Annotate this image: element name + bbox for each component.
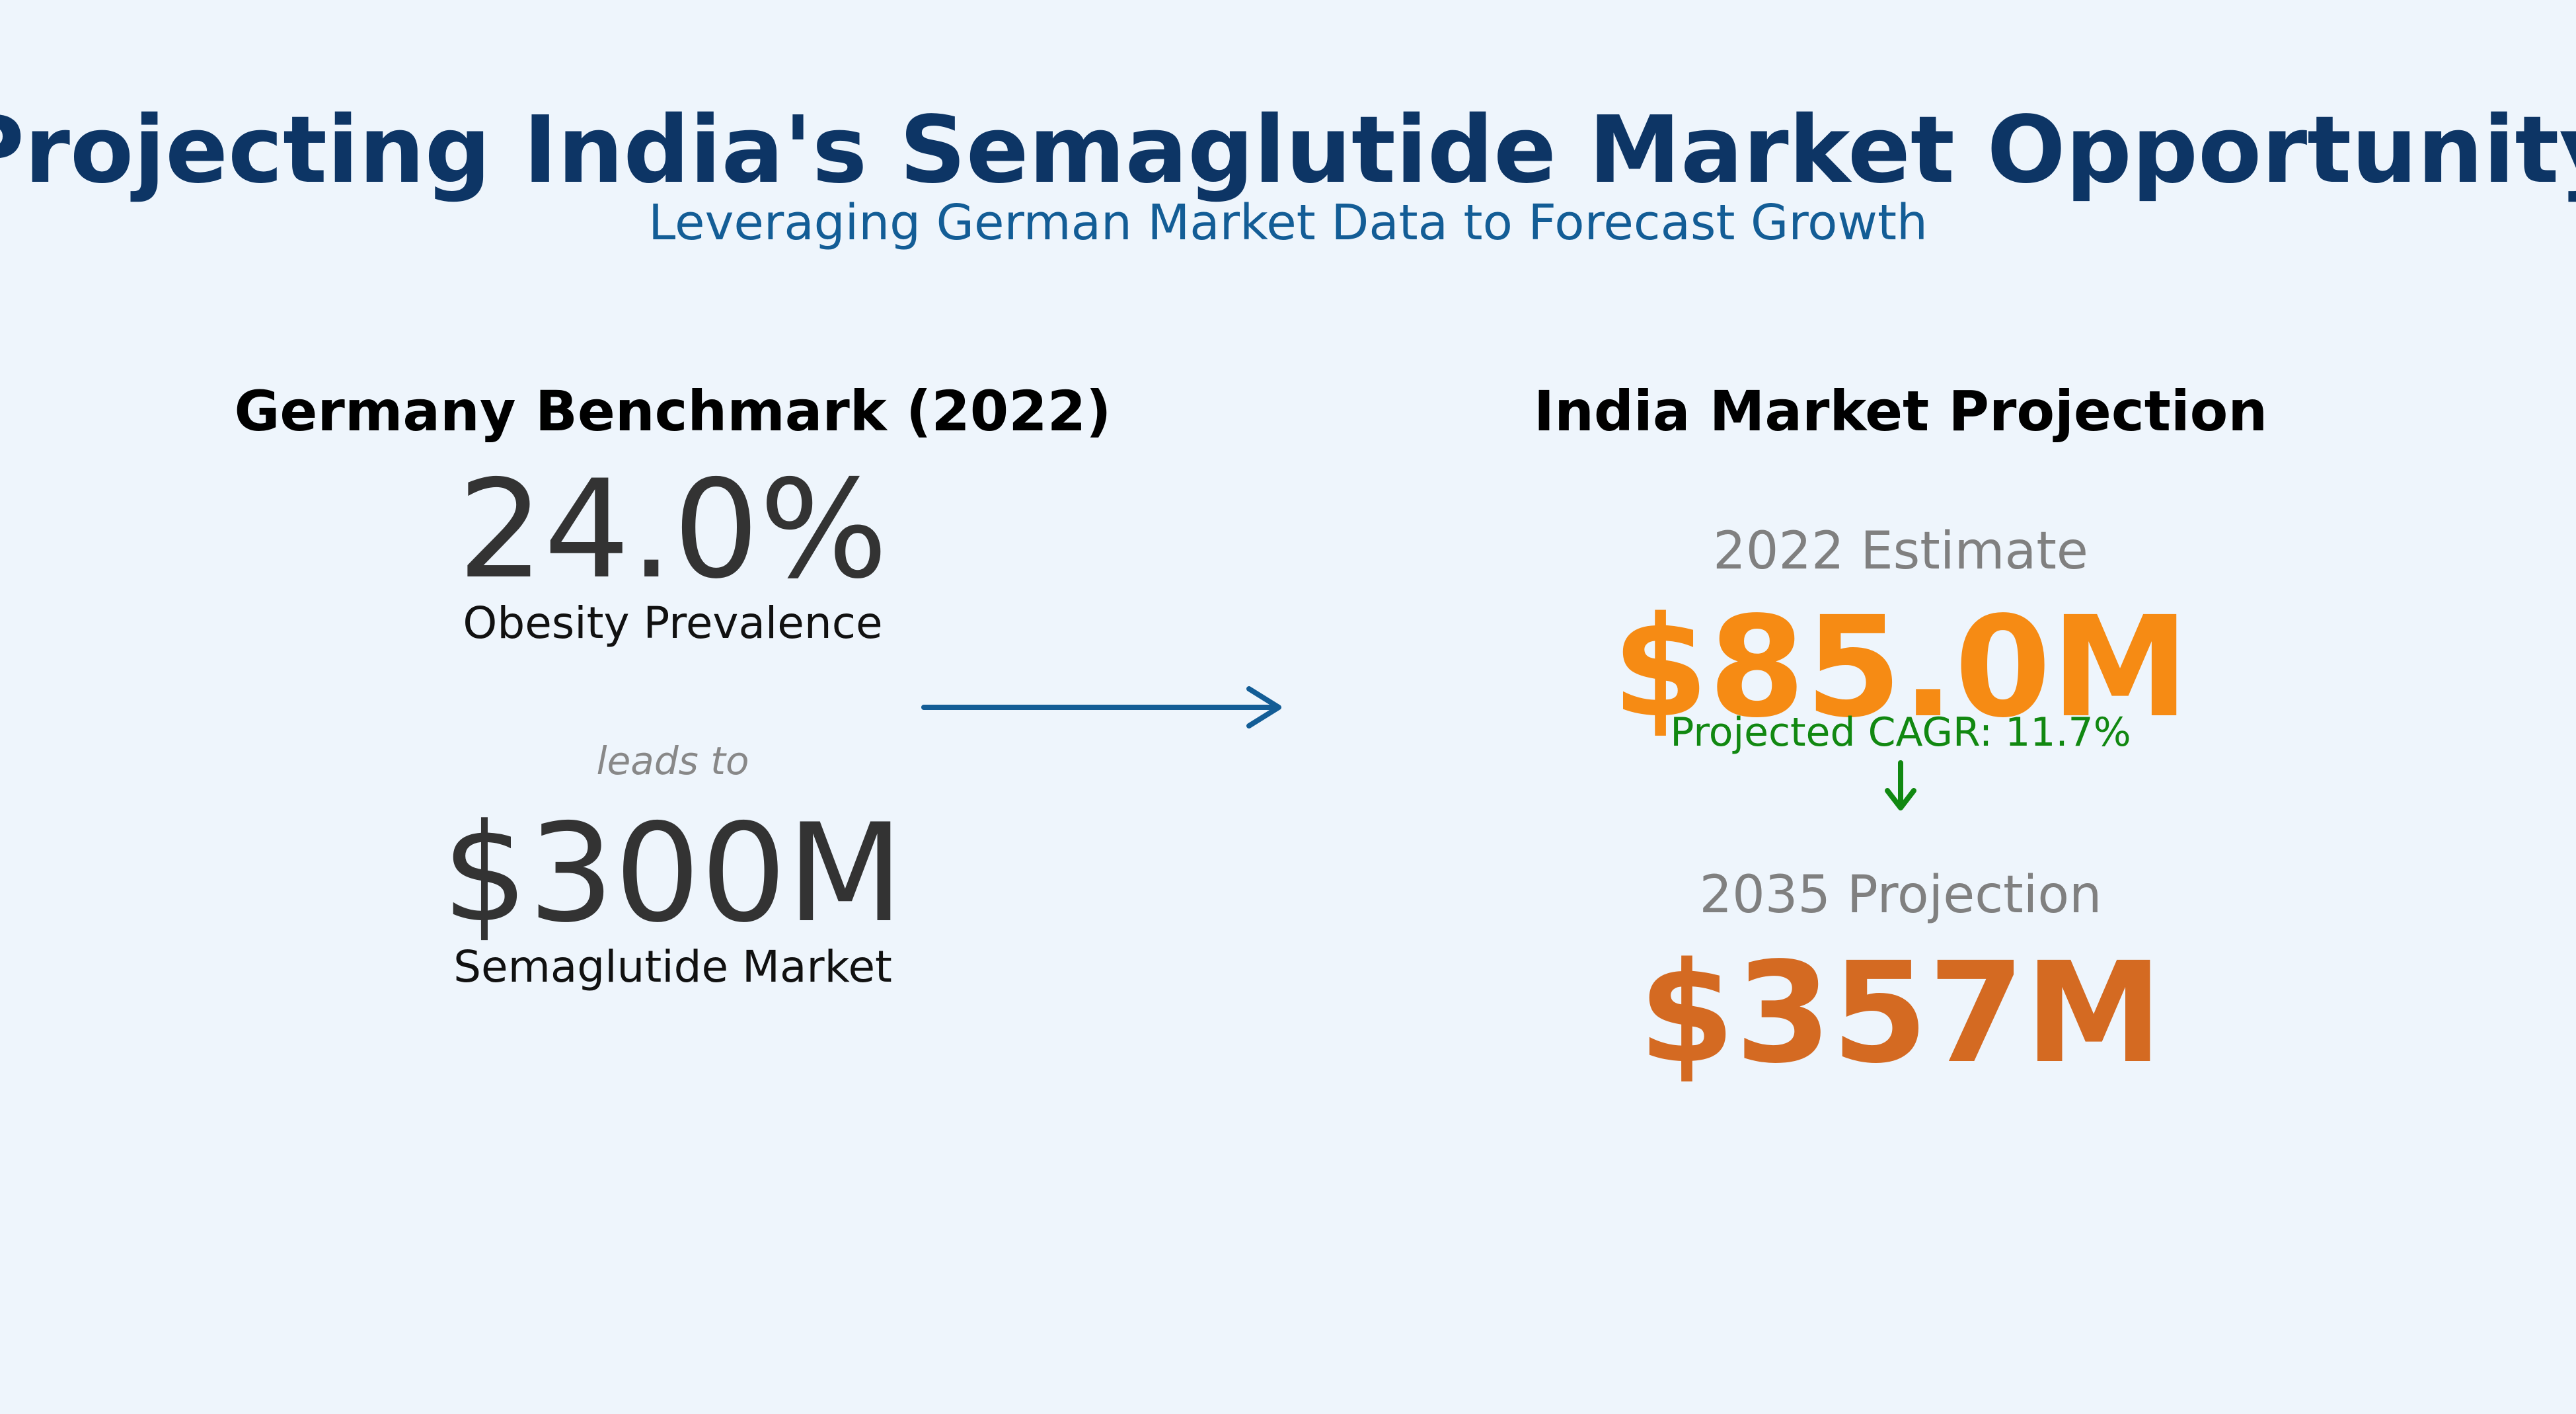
germany-heading: Germany Benchmark (2022)	[234, 379, 1112, 444]
right-arrow-icon	[921, 686, 1281, 728]
page-subtitle: Leveraging German Market Data to Forecas…	[648, 194, 1928, 251]
germany-market-label: Semaglutide Market	[453, 941, 892, 992]
leads-to-connector: leads to	[596, 738, 749, 783]
estimate-label: 2022 Estimate	[1713, 522, 2088, 581]
obesity-prevalence-label: Obesity Prevalence	[463, 598, 883, 648]
page-title: Projecting India's Semaglutide Market Op…	[0, 97, 2576, 204]
cagr-label: Projected CAGR: 11.7%	[1670, 709, 2131, 756]
estimate-value: $85.0M	[1612, 586, 2189, 748]
projection-label: 2035 Projection	[1699, 865, 2102, 925]
india-heading: India Market Projection	[1533, 379, 2268, 444]
projection-value: $357M	[1638, 932, 2163, 1094]
germany-market-value: $300M	[441, 795, 904, 953]
down-arrow-icon	[1885, 760, 1916, 810]
obesity-prevalence-value: 24.0%	[457, 452, 888, 609]
